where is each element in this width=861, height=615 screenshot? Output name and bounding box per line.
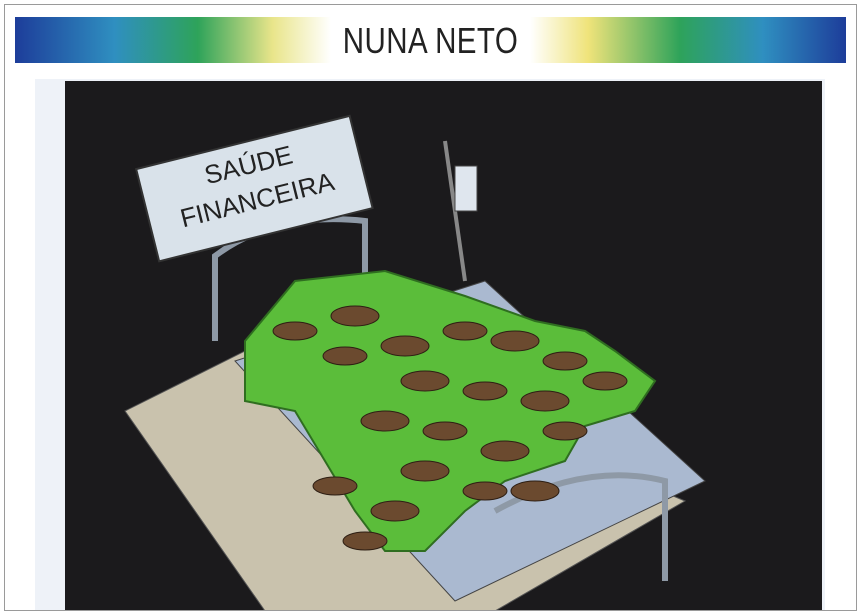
frame: NUNA NETO SAÚDE bbox=[4, 4, 857, 611]
page: NUNA NETO SAÚDE bbox=[0, 0, 861, 615]
banner: NUNA NETO bbox=[15, 17, 846, 63]
column-title: NUNA NETO bbox=[90, 17, 771, 63]
cartoon: SAÚDE FINANCEIRA bbox=[65, 81, 822, 611]
